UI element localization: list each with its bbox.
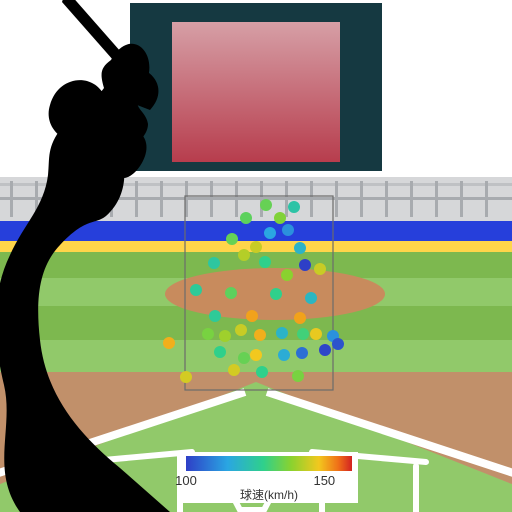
pitch-marker	[250, 349, 262, 361]
colorbar-tick: 150	[313, 473, 335, 488]
pitch-marker	[246, 310, 258, 322]
pitch-marker	[190, 284, 202, 296]
pitch-marker	[202, 328, 214, 340]
colorbar: 100 150 球速(km/h)	[175, 452, 358, 503]
pitch-marker	[270, 288, 282, 300]
pitch-marker	[226, 233, 238, 245]
pitch-marker	[225, 287, 237, 299]
pitch-marker	[209, 310, 221, 322]
pitch-marker	[297, 328, 309, 340]
pitch-marker	[276, 327, 288, 339]
pitch-marker	[254, 329, 266, 341]
pitch-marker	[314, 263, 326, 275]
pitch-marker	[281, 269, 293, 281]
pitch-marker	[250, 241, 262, 253]
pitch-marker	[282, 224, 294, 236]
pitch-marker	[240, 212, 252, 224]
pitch-marker	[228, 364, 240, 376]
pitch-marker	[296, 347, 308, 359]
pitch-marker	[292, 370, 304, 382]
pitch-marker	[305, 292, 317, 304]
pitch-marker	[299, 259, 311, 271]
pitch-marker	[235, 324, 247, 336]
colorbar-tick: 100	[175, 473, 197, 488]
pitch-location-chart: 100 150 球速(km/h)	[0, 0, 512, 512]
pitch-marker	[294, 312, 306, 324]
pitch-marker	[288, 201, 300, 213]
pitch-marker	[180, 371, 192, 383]
pitch-marker	[214, 346, 226, 358]
pitch-marker	[256, 366, 268, 378]
pitch-marker	[163, 337, 175, 349]
colorbar-axis-label: 球速(km/h)	[240, 488, 298, 502]
pitch-marker	[208, 257, 220, 269]
pitch-marker	[332, 338, 344, 350]
pitch-marker	[310, 328, 322, 340]
pitch-marker	[274, 212, 286, 224]
pitch-marker	[278, 349, 290, 361]
pitch-marker	[238, 352, 250, 364]
pitch-marker	[238, 249, 250, 261]
pitch-marker	[260, 199, 272, 211]
pitch-marker	[219, 330, 231, 342]
pitch-marker	[319, 344, 331, 356]
pitch-marker	[264, 227, 276, 239]
pitch-marker	[259, 256, 271, 268]
pitch-marker	[294, 242, 306, 254]
